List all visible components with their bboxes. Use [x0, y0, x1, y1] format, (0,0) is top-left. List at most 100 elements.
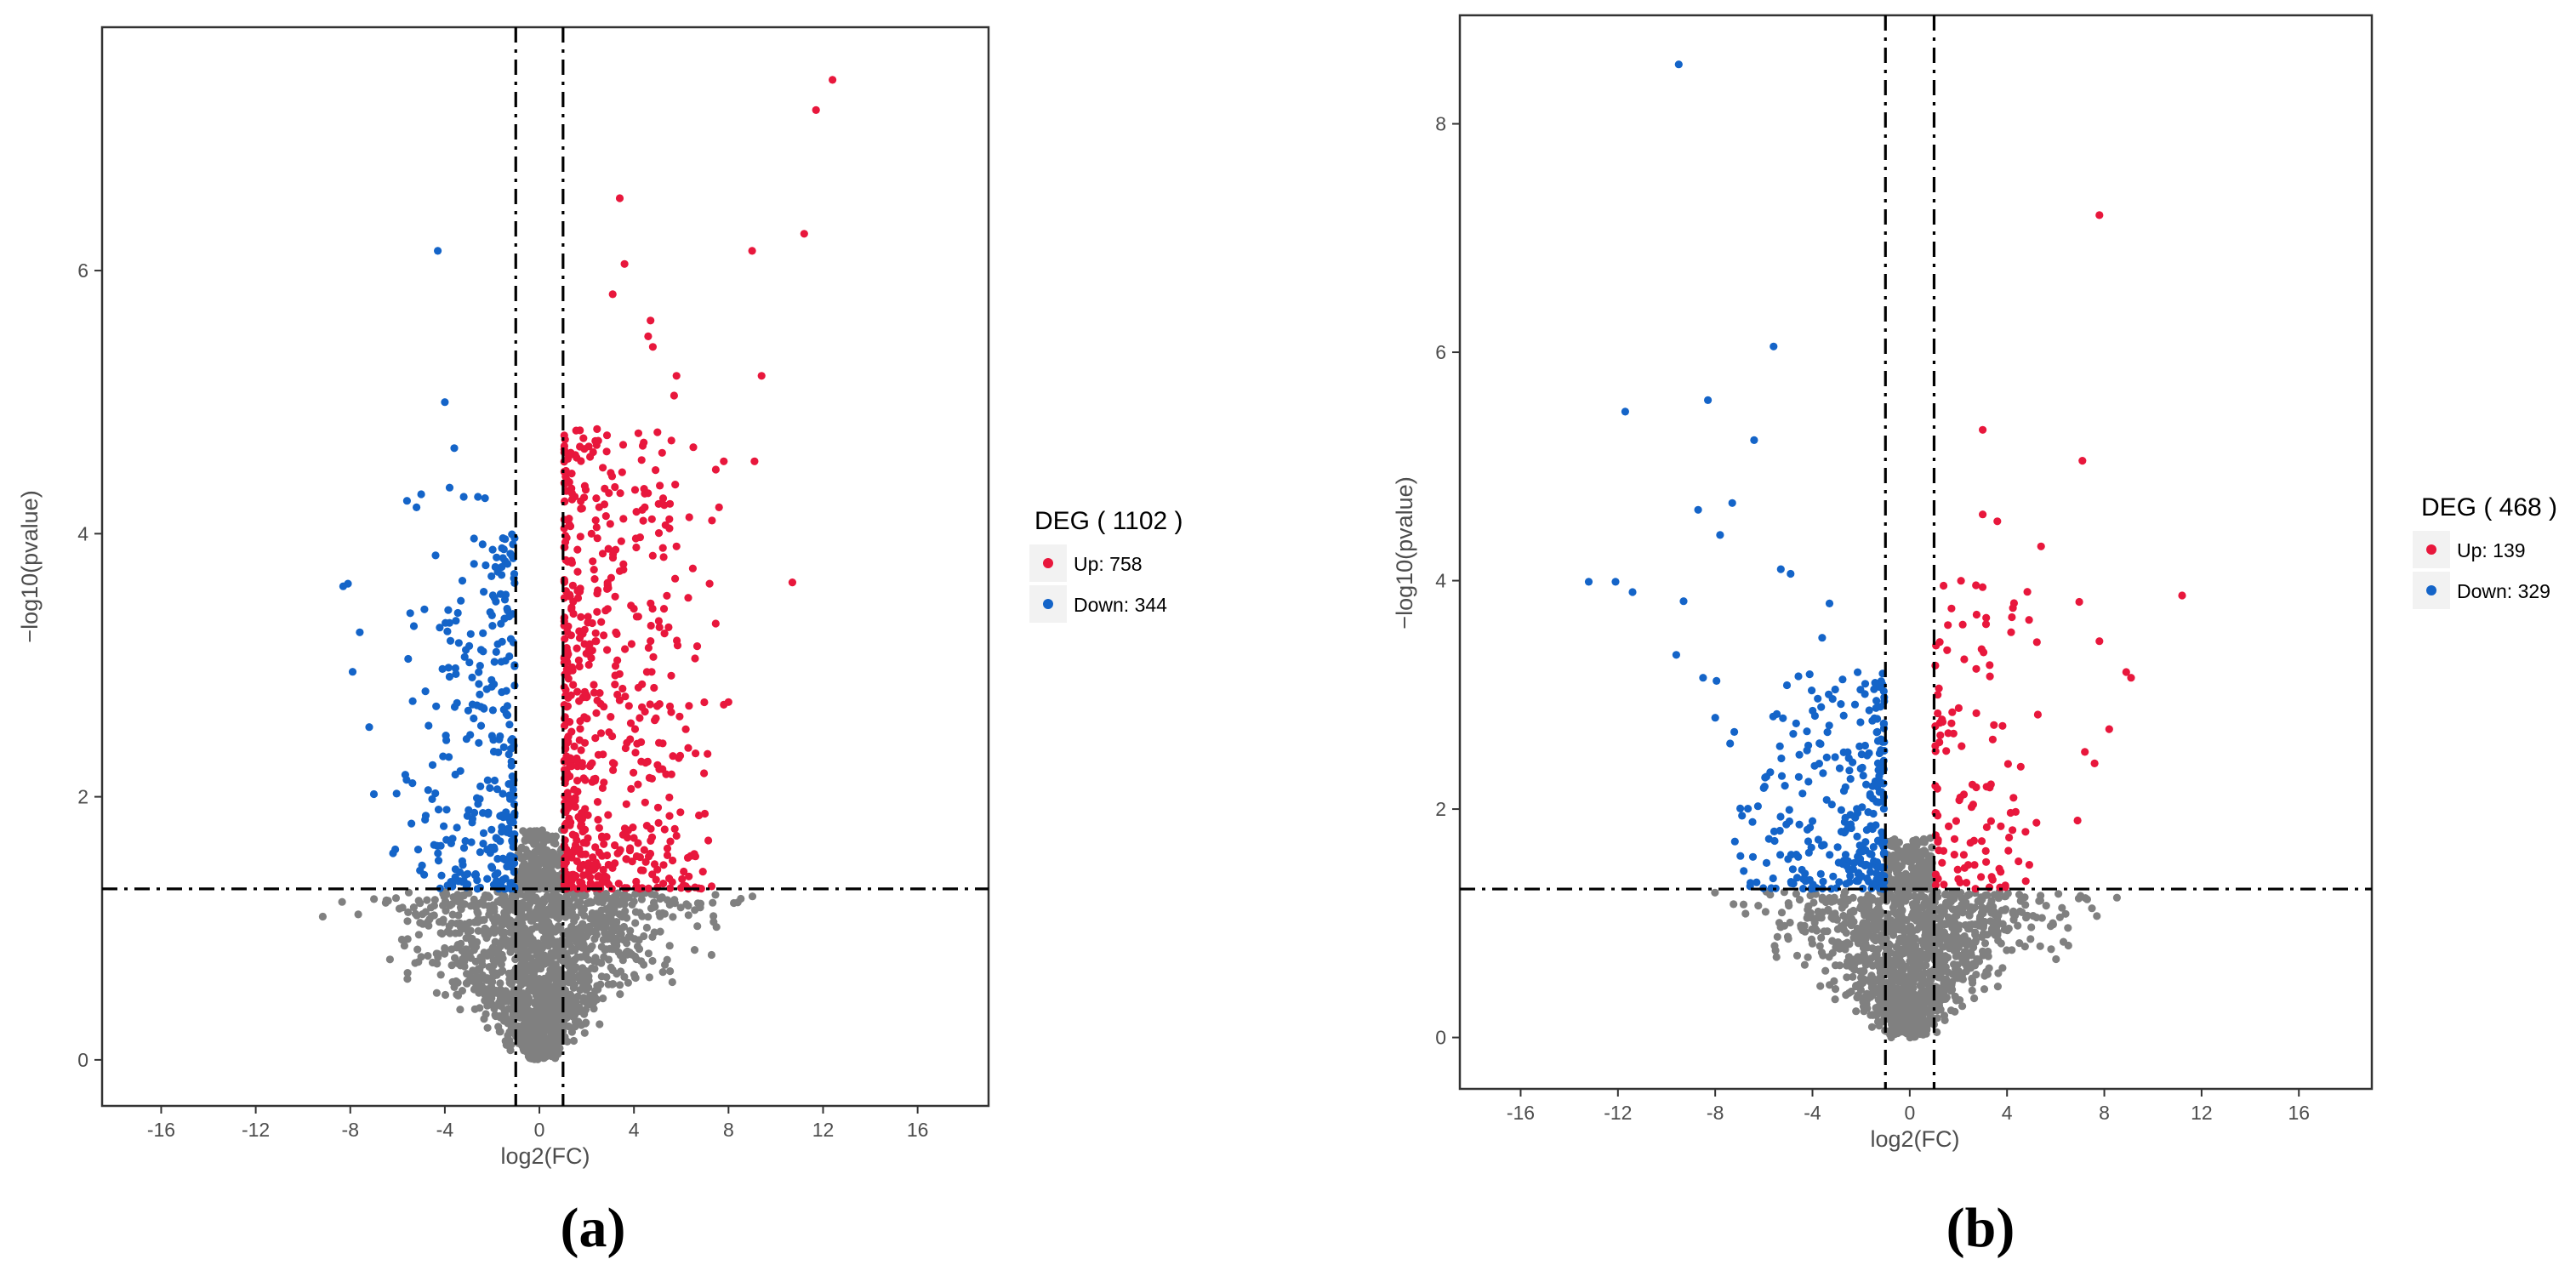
point-up-a [611, 841, 619, 850]
point-down-b [1809, 706, 1817, 715]
point-up-b [2015, 857, 2023, 866]
point-up-a [640, 846, 648, 854]
point-up-a [812, 105, 820, 114]
point-up-a [659, 605, 669, 613]
point-not-significant-b [1820, 927, 1828, 936]
point-down-a [459, 493, 468, 501]
point-not-significant-a [620, 972, 629, 981]
point-up-b [2090, 759, 2099, 768]
point-not-significant-b [1848, 919, 1856, 927]
point-down-b [1711, 714, 1719, 722]
point-down-b [1850, 700, 1860, 709]
point-not-significant-a [498, 929, 506, 937]
point-down-a [463, 812, 472, 820]
point-up-a [650, 683, 658, 692]
point-not-significant-a [693, 922, 702, 931]
point-not-significant-a [668, 977, 676, 987]
point-not-significant-b [2018, 908, 2026, 916]
point-up-a [647, 824, 655, 833]
point-not-significant-a [599, 994, 607, 1003]
point-down-b [1865, 877, 1873, 886]
point-up-a [680, 867, 688, 876]
point-up-a [633, 739, 641, 748]
point-up-a [673, 641, 682, 650]
point-down-b [1869, 809, 1878, 818]
point-not-significant-b [1825, 894, 1833, 903]
point-up-a [665, 793, 674, 802]
point-not-significant-a [651, 891, 659, 899]
point-not-significant-a [430, 896, 439, 904]
point-not-significant-a [506, 916, 515, 925]
point-not-significant-b [1849, 934, 1858, 943]
point-not-significant-a [630, 973, 640, 982]
x-tick-label-b: 12 [2191, 1102, 2213, 1124]
point-down-a [479, 809, 487, 818]
point-down-a [406, 609, 414, 618]
point-not-significant-a [499, 966, 507, 975]
point-not-significant-b [1910, 972, 1918, 981]
point-up-a [603, 584, 612, 594]
point-not-significant-b [1773, 932, 1781, 941]
point-up-b [1960, 863, 1969, 872]
point-not-significant-a [409, 903, 418, 912]
point-down-b [1787, 851, 1795, 859]
point-up-a [644, 332, 653, 340]
point-not-significant-b [2037, 914, 2046, 922]
point-not-significant-a [610, 938, 618, 947]
point-not-significant-a [569, 1036, 578, 1046]
point-not-significant-a [550, 880, 558, 889]
point-down-b [1855, 869, 1863, 877]
point-not-significant-b [1896, 991, 1905, 1000]
point-not-significant-b [1898, 960, 1906, 968]
point-up-b [2003, 760, 2012, 768]
point-down-a [454, 877, 463, 886]
point-not-significant-b [1800, 960, 1809, 969]
point-down-b [1781, 782, 1789, 790]
point-down-a [489, 736, 498, 744]
legend-label-up-a: Up: 758 [1074, 553, 1143, 575]
point-up-a [602, 833, 611, 841]
point-not-significant-b [1866, 993, 1874, 1001]
point-down-b [1839, 787, 1849, 795]
point-not-significant-b [2059, 937, 2068, 946]
point-up-b [1977, 837, 1986, 846]
point-not-significant-b [1940, 928, 1948, 937]
point-up-a [604, 811, 613, 819]
point-not-significant-a [684, 911, 692, 920]
point-up-a [654, 617, 664, 625]
point-down-b [1738, 812, 1747, 820]
point-not-significant-a [548, 832, 557, 841]
point-down-a [460, 652, 469, 661]
legend-dot-up-a [1043, 558, 1053, 568]
point-not-significant-b [1804, 902, 1813, 910]
point-not-significant-a [519, 914, 527, 922]
point-down-b [1748, 852, 1758, 861]
point-up-a [630, 725, 640, 733]
point-up-b [1947, 604, 1956, 613]
point-up-a [700, 698, 709, 707]
point-up-a [567, 489, 577, 498]
point-not-significant-b [1868, 961, 1877, 970]
point-not-significant-a [542, 1004, 550, 1012]
point-not-significant-b [1784, 899, 1792, 908]
y-tick-label-a: 2 [77, 786, 88, 808]
point-down-a [465, 658, 474, 667]
point-not-significant-b [1897, 914, 1906, 922]
point-up-a [711, 465, 721, 474]
threshold-lines-a [102, 27, 989, 1106]
point-up-a [669, 856, 677, 865]
point-up-b [1981, 846, 1990, 856]
point-not-significant-b [1948, 919, 1957, 927]
point-up-a [564, 693, 573, 703]
point-not-significant-a [496, 1011, 504, 1020]
point-up-a [594, 816, 602, 824]
point-not-significant-a [601, 919, 611, 927]
point-not-significant-a [497, 1000, 505, 1009]
point-up-a [620, 824, 630, 833]
point-not-significant-a [690, 946, 699, 954]
point-not-significant-a [710, 918, 718, 926]
point-down-b [1862, 780, 1871, 789]
point-down-b [1807, 843, 1815, 852]
point-down-a [392, 789, 401, 798]
point-down-b [1773, 709, 1781, 719]
